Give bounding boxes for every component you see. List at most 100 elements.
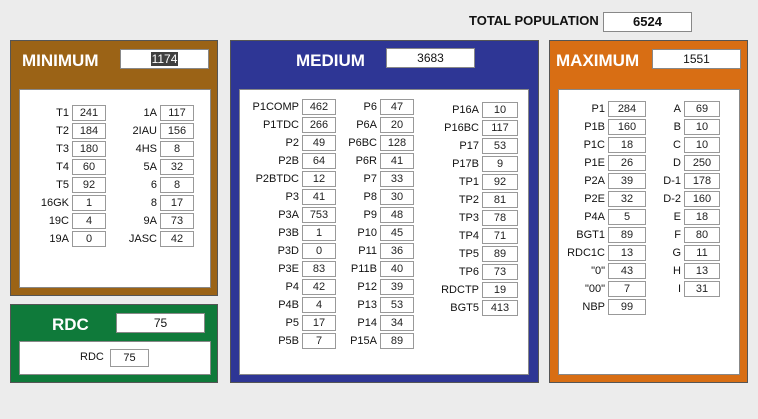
field-value[interactable]: 26: [608, 155, 646, 171]
field-value[interactable]: 10: [482, 102, 518, 118]
field-value[interactable]: 42: [302, 279, 336, 295]
field-value[interactable]: 7: [608, 281, 646, 297]
field-value[interactable]: 462: [302, 99, 336, 115]
maximum-total-field[interactable]: 1551: [652, 49, 741, 69]
field-value[interactable]: 73: [482, 264, 518, 280]
field-value[interactable]: 45: [380, 225, 414, 241]
field-value[interactable]: 42: [160, 231, 194, 247]
field-value[interactable]: 18: [684, 209, 720, 225]
maximum-title: MAXIMUM: [556, 51, 640, 70]
medium-total-field[interactable]: 3683: [386, 48, 475, 68]
field-value[interactable]: 78: [482, 210, 518, 226]
field-value[interactable]: 17: [160, 195, 194, 211]
field-value[interactable]: 250: [684, 155, 720, 171]
field-value[interactable]: 36: [380, 243, 414, 259]
field-value[interactable]: 89: [608, 227, 646, 243]
field-value[interactable]: 4: [72, 213, 106, 229]
field-value[interactable]: 69: [684, 101, 720, 117]
field-value[interactable]: 128: [380, 135, 414, 151]
field-value[interactable]: 160: [608, 119, 646, 135]
field-value[interactable]: 13: [684, 263, 720, 279]
rdc-total-field[interactable]: 75: [116, 313, 205, 333]
field-value[interactable]: 89: [380, 333, 414, 349]
field-value[interactable]: 73: [160, 213, 194, 229]
field-value[interactable]: 31: [684, 281, 720, 297]
field-value[interactable]: 0: [72, 231, 106, 247]
field-value[interactable]: 17: [302, 315, 336, 331]
field-value[interactable]: 156: [160, 123, 194, 139]
field-label: 1A: [143, 107, 157, 119]
field-value[interactable]: 53: [380, 297, 414, 313]
field-value[interactable]: 64: [302, 153, 336, 169]
field-label: P17B: [452, 158, 479, 170]
field-value[interactable]: 10: [684, 137, 720, 153]
field-value[interactable]: 8: [160, 177, 194, 193]
field-value[interactable]: 753: [302, 207, 336, 223]
field-value[interactable]: 53: [482, 138, 518, 154]
field-value[interactable]: 39: [608, 173, 646, 189]
field-value[interactable]: 1: [72, 195, 106, 211]
field-value[interactable]: 266: [302, 117, 336, 133]
field-value[interactable]: 178: [684, 173, 720, 189]
field-value[interactable]: 160: [684, 191, 720, 207]
field-value[interactable]: 81: [482, 192, 518, 208]
field-value[interactable]: 30: [380, 189, 414, 205]
field-label: 2IAU: [132, 125, 157, 137]
field-label: P8: [363, 191, 377, 203]
field-value[interactable]: 0: [302, 243, 336, 259]
field-label: P10: [357, 227, 377, 239]
field-value[interactable]: 7: [302, 333, 336, 349]
field-value[interactable]: 8: [160, 141, 194, 157]
field-value[interactable]: 1: [302, 225, 336, 241]
field-value[interactable]: 48: [380, 207, 414, 223]
field-value[interactable]: 83: [302, 261, 336, 277]
field-value[interactable]: 284: [608, 101, 646, 117]
minimum-panel: MINIMUM 1174 T1 241 T2 184 T3 180 T4 60 T5 92 16GK…: [10, 40, 218, 296]
field-value[interactable]: 60: [72, 159, 106, 175]
field-label: P3E: [278, 263, 299, 275]
field-value[interactable]: 41: [302, 189, 336, 205]
field-label: D: [673, 157, 681, 169]
field-value[interactable]: 9: [482, 156, 518, 172]
field-value[interactable]: 40: [380, 261, 414, 277]
rdc-item-field[interactable]: 75: [110, 349, 149, 367]
field-value[interactable]: 5: [608, 209, 646, 225]
field-value[interactable]: 12: [302, 171, 336, 187]
field-value[interactable]: 33: [380, 171, 414, 187]
field-value[interactable]: 10: [684, 119, 720, 135]
field-value[interactable]: 89: [482, 246, 518, 262]
field-label: C: [673, 139, 681, 151]
field-label: D-2: [663, 193, 681, 205]
field-value[interactable]: 92: [72, 177, 106, 193]
field-value[interactable]: 32: [160, 159, 194, 175]
field-value[interactable]: 13: [608, 245, 646, 261]
field-label: P1C: [583, 139, 605, 151]
field-value[interactable]: 34: [380, 315, 414, 331]
field-label: P9: [363, 209, 377, 221]
field-value[interactable]: 80: [684, 227, 720, 243]
medium-inner-box: P1COMP 462 P1TDC 266 P2 49 P2B 64 P2BTDC 12 P3 41 P3…: [239, 89, 529, 375]
field-value[interactable]: 4: [302, 297, 336, 313]
field-value[interactable]: 99: [608, 299, 646, 315]
minimum-total-field[interactable]: 1174: [120, 49, 209, 69]
field-value[interactable]: 241: [72, 105, 106, 121]
field-value[interactable]: 117: [482, 120, 518, 136]
field-value[interactable]: 41: [380, 153, 414, 169]
field-value[interactable]: 32: [608, 191, 646, 207]
field-value[interactable]: 184: [72, 123, 106, 139]
field-value[interactable]: 18: [608, 137, 646, 153]
field-value[interactable]: 49: [302, 135, 336, 151]
field-value[interactable]: 413: [482, 300, 518, 316]
total-population-field[interactable]: 6524: [603, 12, 692, 32]
field-value[interactable]: 71: [482, 228, 518, 244]
field-value[interactable]: 47: [380, 99, 414, 115]
field-value[interactable]: 43: [608, 263, 646, 279]
field-value[interactable]: 117: [160, 105, 194, 121]
field-value[interactable]: 39: [380, 279, 414, 295]
field-value[interactable]: 11: [684, 245, 720, 261]
field-value[interactable]: 92: [482, 174, 518, 190]
field-value[interactable]: 180: [72, 141, 106, 157]
field-value[interactable]: 20: [380, 117, 414, 133]
field-label: RDCTP: [441, 284, 479, 296]
field-value[interactable]: 19: [482, 282, 518, 298]
